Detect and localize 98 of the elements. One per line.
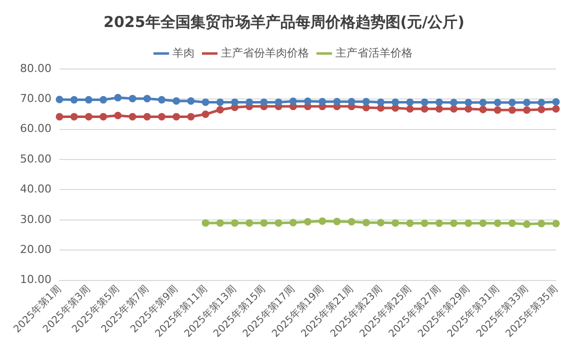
- point: [289, 98, 297, 106]
- point: [406, 220, 414, 228]
- point: [406, 98, 414, 106]
- point: [70, 96, 78, 104]
- point: [392, 98, 400, 106]
- y-tick-label: 10.00: [20, 273, 52, 286]
- point: [538, 106, 546, 114]
- point: [202, 110, 210, 118]
- point: [435, 220, 443, 228]
- point: [479, 106, 487, 114]
- point: [143, 112, 151, 120]
- point: [362, 98, 370, 106]
- point: [464, 220, 472, 228]
- y-tick-label: 70.00: [20, 92, 52, 106]
- point: [172, 97, 180, 105]
- point: [377, 98, 385, 106]
- point: [362, 104, 370, 112]
- point: [479, 98, 487, 106]
- point: [538, 98, 546, 106]
- point: [377, 104, 385, 112]
- point: [392, 219, 400, 227]
- y-tick-label: 40.00: [20, 182, 52, 196]
- point: [216, 106, 224, 114]
- chart-title: 2025年全国集贸市场羊产品每周价格趋势图(元/公斤): [104, 12, 464, 31]
- point: [187, 112, 195, 120]
- point: [260, 98, 268, 106]
- point: [172, 112, 180, 120]
- point: [56, 96, 64, 104]
- point: [508, 98, 516, 106]
- point: [494, 106, 502, 114]
- point: [143, 94, 151, 102]
- point: [450, 98, 458, 106]
- point: [202, 98, 210, 106]
- point: [114, 94, 122, 102]
- point: [420, 105, 428, 113]
- point: [420, 220, 428, 228]
- point: [538, 220, 546, 228]
- y-tick-label: 80.00: [20, 62, 52, 75]
- point: [508, 220, 516, 228]
- point: [552, 98, 560, 106]
- point: [435, 105, 443, 113]
- point: [318, 217, 326, 225]
- point: [318, 98, 326, 106]
- point: [552, 220, 560, 228]
- point: [435, 98, 443, 106]
- point: [187, 97, 195, 105]
- point: [260, 219, 268, 227]
- point: [216, 98, 224, 106]
- point: [523, 220, 531, 228]
- point: [494, 98, 502, 106]
- legend-label: 主产省份羊肉价格: [220, 46, 309, 60]
- y-tick-label: 50.00: [20, 152, 52, 166]
- point: [100, 112, 108, 120]
- point: [450, 220, 458, 228]
- point: [246, 219, 254, 227]
- point: [494, 220, 502, 228]
- point: [274, 219, 282, 227]
- point: [464, 105, 472, 113]
- legend-label: 主产省活羊价格: [335, 46, 412, 60]
- point: [420, 98, 428, 106]
- point: [246, 98, 254, 106]
- legend-label: 羊肉: [172, 46, 194, 60]
- point: [274, 98, 282, 106]
- point: [84, 112, 92, 120]
- point: [348, 218, 356, 226]
- point: [392, 104, 400, 112]
- point: [523, 98, 531, 106]
- point: [114, 112, 122, 120]
- point: [479, 220, 487, 228]
- point: [100, 96, 108, 104]
- point: [304, 218, 312, 226]
- point: [508, 106, 516, 114]
- point: [406, 105, 414, 113]
- point: [348, 98, 356, 106]
- y-tick-label: 20.00: [20, 242, 52, 256]
- point: [552, 105, 560, 113]
- point: [377, 218, 385, 226]
- point: [230, 219, 238, 227]
- point: [523, 106, 531, 114]
- point: [128, 112, 136, 120]
- point: [333, 218, 341, 226]
- point: [158, 96, 166, 104]
- point: [333, 98, 341, 106]
- point: [158, 112, 166, 120]
- point: [289, 218, 297, 226]
- point: [84, 96, 92, 104]
- point: [56, 112, 64, 120]
- y-tick-label: 30.00: [20, 212, 52, 226]
- point: [230, 98, 238, 106]
- point: [464, 98, 472, 106]
- point: [128, 94, 136, 102]
- point: [70, 112, 78, 120]
- point: [304, 98, 312, 106]
- point: [202, 219, 210, 227]
- y-tick-label: 60.00: [20, 122, 52, 136]
- point: [450, 105, 458, 113]
- point: [362, 218, 370, 226]
- point: [216, 219, 224, 227]
